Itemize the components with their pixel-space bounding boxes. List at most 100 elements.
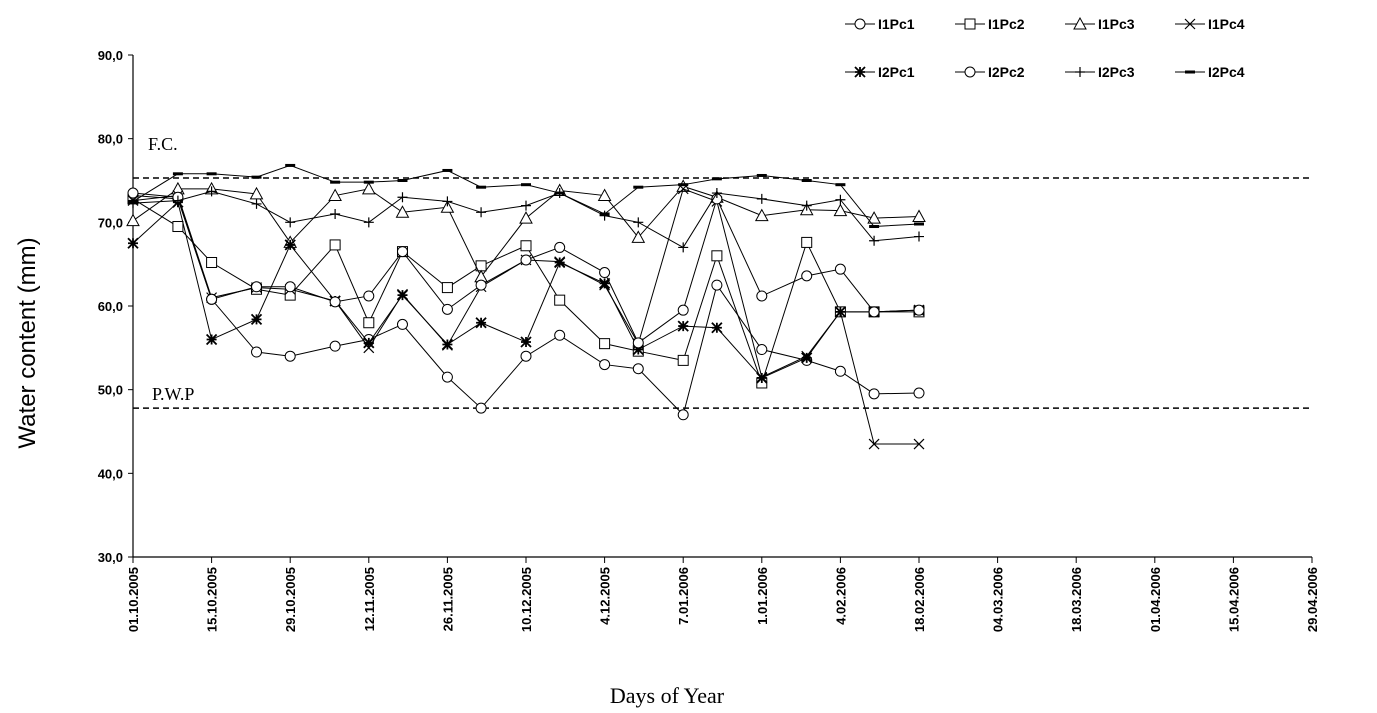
legend-item: I1Pc1 bbox=[845, 16, 915, 32]
data-point bbox=[127, 237, 139, 249]
data-point bbox=[206, 186, 217, 197]
data-point bbox=[476, 207, 487, 218]
x-tick-label: 4.12.2005 bbox=[598, 567, 613, 625]
data-point bbox=[711, 322, 723, 334]
data-point bbox=[396, 289, 409, 301]
data-point bbox=[441, 303, 453, 315]
data-point bbox=[801, 236, 813, 248]
data-point bbox=[631, 230, 646, 243]
data-point bbox=[251, 346, 263, 358]
data-point bbox=[520, 240, 532, 252]
x-tick-label: 10.12.2005 bbox=[519, 567, 534, 632]
y-tick-label: 30,0 bbox=[98, 550, 123, 565]
data-point bbox=[475, 402, 487, 414]
legend-item: I2Pc2 bbox=[955, 64, 1025, 80]
series-I2Pc2 bbox=[127, 187, 925, 349]
data-point bbox=[677, 354, 689, 366]
legend-item: I2Pc1 bbox=[845, 64, 915, 80]
data-point bbox=[913, 438, 925, 450]
data-point bbox=[677, 409, 689, 421]
data-point bbox=[834, 365, 846, 377]
data-point bbox=[328, 188, 342, 202]
data-point bbox=[285, 217, 296, 228]
data-point bbox=[329, 239, 341, 251]
legend-item: I2Pc3 bbox=[1065, 64, 1135, 80]
data-point bbox=[756, 290, 768, 302]
legend-item: I1Pc2 bbox=[955, 16, 1025, 32]
data-point bbox=[127, 187, 139, 199]
data-point bbox=[520, 336, 532, 348]
y-tick-label: 80,0 bbox=[98, 132, 123, 147]
data-point bbox=[396, 246, 408, 258]
reference-line-label: P.W.P bbox=[152, 384, 194, 404]
data-point bbox=[440, 200, 455, 213]
data-point bbox=[677, 304, 689, 316]
data-point bbox=[250, 313, 263, 326]
x-tick-label: 29.04.2006 bbox=[1305, 567, 1320, 632]
data-point bbox=[284, 239, 296, 251]
y-axis-label: Water content (mm) bbox=[14, 237, 41, 448]
data-point bbox=[599, 267, 611, 279]
data-point bbox=[128, 198, 138, 209]
data-point bbox=[442, 196, 453, 207]
data-point bbox=[284, 281, 296, 293]
data-point bbox=[754, 208, 769, 222]
data-point bbox=[1184, 18, 1196, 30]
data-point bbox=[395, 205, 410, 218]
data-point bbox=[632, 343, 644, 356]
legend-label: I2Pc2 bbox=[988, 64, 1025, 80]
data-point bbox=[598, 277, 611, 290]
data-point bbox=[913, 387, 925, 399]
data-point bbox=[597, 188, 612, 202]
data-point bbox=[363, 342, 375, 354]
x-tick-label: 01.04.2006 bbox=[1148, 567, 1163, 632]
data-point bbox=[834, 263, 846, 275]
data-point bbox=[172, 221, 184, 233]
legend-item: I2Pc4 bbox=[1175, 64, 1245, 80]
series-I1Pc1 bbox=[127, 190, 925, 421]
data-point bbox=[363, 217, 374, 228]
data-point bbox=[599, 359, 611, 371]
data-point bbox=[441, 338, 454, 351]
y-tick-label: 70,0 bbox=[98, 215, 123, 230]
data-point bbox=[678, 242, 689, 253]
legend-label: I1Pc4 bbox=[1208, 16, 1245, 32]
data-point bbox=[711, 188, 722, 199]
data-point bbox=[868, 306, 880, 318]
data-point bbox=[172, 195, 183, 206]
data-point bbox=[869, 235, 880, 246]
data-point bbox=[361, 181, 376, 195]
legend-label: I1Pc2 bbox=[988, 16, 1025, 32]
data-point bbox=[363, 290, 375, 302]
data-point bbox=[801, 200, 812, 211]
data-point bbox=[284, 350, 296, 362]
series-layer bbox=[126, 163, 926, 450]
legend-label: I1Pc3 bbox=[1098, 16, 1135, 32]
x-tick-label: 04.03.2006 bbox=[991, 567, 1006, 632]
reference-line-label: F.C. bbox=[148, 134, 178, 154]
data-point bbox=[914, 231, 924, 242]
data-point bbox=[520, 254, 532, 266]
data-point bbox=[475, 279, 487, 291]
x-tick-label: 1.01.2006 bbox=[755, 567, 770, 625]
data-point bbox=[396, 318, 408, 330]
data-point bbox=[801, 352, 813, 364]
data-point bbox=[756, 372, 768, 384]
x-tick-label: 01.10.2005 bbox=[126, 567, 141, 632]
x-tick-label: 7.01.2006 bbox=[676, 567, 691, 625]
data-point bbox=[677, 320, 689, 332]
data-point bbox=[835, 194, 846, 205]
data-point bbox=[206, 293, 218, 305]
data-point bbox=[868, 438, 880, 450]
data-point bbox=[330, 208, 341, 219]
data-point bbox=[363, 337, 375, 349]
series-I2Pc4 bbox=[128, 163, 924, 229]
x-tick-label: 18.02.2006 bbox=[912, 567, 927, 632]
data-point bbox=[251, 198, 262, 209]
x-tick-label: 29.10.2005 bbox=[283, 567, 298, 632]
x-tick-label: 26.11.2005 bbox=[440, 567, 455, 631]
data-point bbox=[756, 193, 767, 204]
data-point bbox=[441, 371, 453, 383]
data-point bbox=[554, 329, 566, 341]
series-line bbox=[132, 195, 920, 416]
